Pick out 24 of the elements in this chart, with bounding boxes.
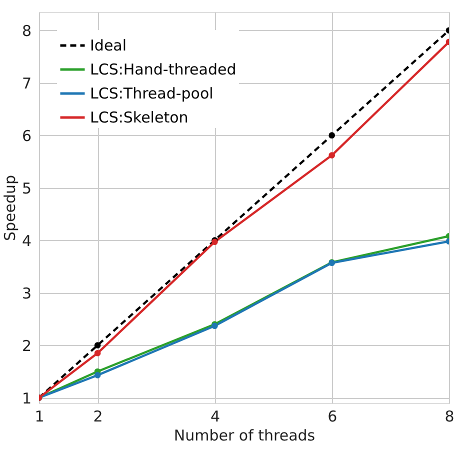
x-tick-label: 6: [328, 408, 338, 426]
y-tick-label: 2: [22, 336, 32, 355]
x-tick-label: 4: [210, 408, 220, 426]
legend-label: LCS:Skeleton: [90, 108, 188, 126]
x-axis-title: Number of threads: [174, 426, 316, 444]
legend-label: Ideal: [90, 36, 127, 54]
y-tick-label: 1: [22, 389, 32, 408]
point: [94, 372, 101, 378]
point: [328, 152, 336, 158]
y-tick-label: 3: [22, 284, 32, 302]
x-tick-label: 2: [93, 408, 103, 426]
legend-label: LCS:Hand-threaded: [90, 60, 236, 78]
y-tick-label: 4: [22, 232, 32, 250]
y-tick-label: 8: [22, 22, 32, 40]
x-tick-label: 1: [34, 408, 44, 426]
y-tick-label: 7: [22, 74, 32, 92]
point: [328, 132, 336, 138]
point: [94, 350, 101, 356]
legend-label: LCS:Thread-pool: [90, 84, 214, 102]
point: [94, 342, 101, 348]
y-axis-title: Speedup: [0, 174, 19, 242]
y-tick-label: 6: [22, 126, 32, 145]
y-tick-label: 5: [22, 179, 32, 198]
x-tick-label: 8: [444, 408, 454, 426]
